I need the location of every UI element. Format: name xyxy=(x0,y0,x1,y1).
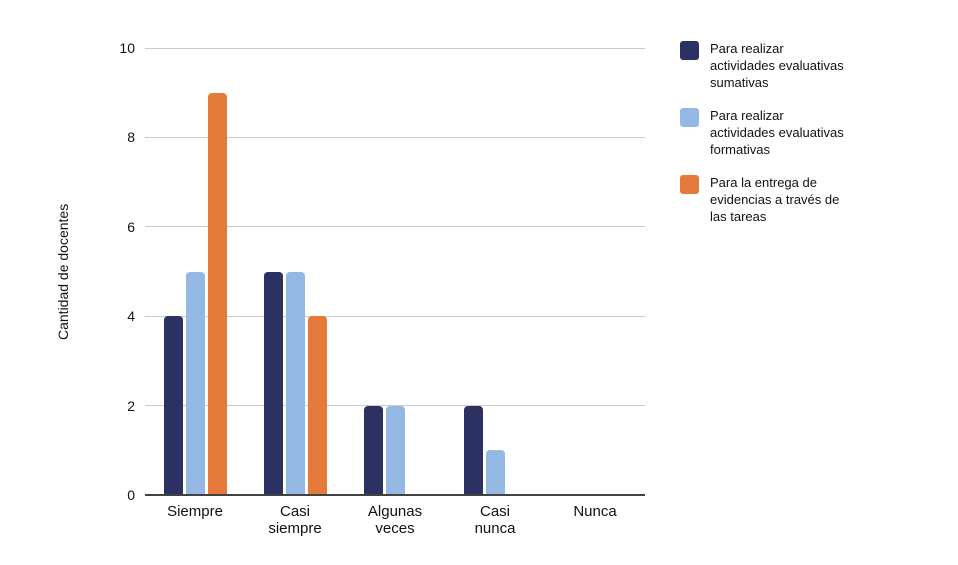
gridline-4 xyxy=(145,315,645,317)
bar-slot xyxy=(185,48,205,495)
legend-swatch xyxy=(680,175,699,194)
gridline-8 xyxy=(145,136,645,138)
bar-slot xyxy=(463,48,483,495)
x-tick-label-text: Casi nunca xyxy=(474,503,516,537)
bar xyxy=(285,271,305,495)
bar-slot xyxy=(408,48,427,495)
plot-area xyxy=(145,47,645,496)
y-tick-label-6: 6 xyxy=(127,218,135,235)
bar-slot xyxy=(363,48,383,495)
bar-groups xyxy=(145,48,645,495)
bar-slot xyxy=(263,48,283,495)
y-axis-title: Cantidad de docentes xyxy=(55,203,71,340)
y-tick-label-4: 4 xyxy=(127,308,135,325)
bar xyxy=(163,316,183,495)
x-tick-label-text: Nunca xyxy=(573,503,617,520)
bar-group xyxy=(445,48,545,495)
legend-swatch xyxy=(680,108,699,127)
y-tick-label-0: 0 xyxy=(127,487,135,503)
bar-slot xyxy=(285,48,305,495)
bar xyxy=(207,92,227,495)
legend-label: Para realizar actividades evaluativas suma… xyxy=(710,41,844,90)
x-axis-labels: Siempre Casi siempre Algunas veces Casi nun… xyxy=(145,503,645,537)
legend-swatch xyxy=(680,41,699,60)
y-tick-label-10: 10 xyxy=(119,40,135,56)
x-axis-line xyxy=(145,494,645,496)
x-tick-label-text: Algunas veces xyxy=(367,503,423,537)
x-tick-label: Casi nunca xyxy=(445,503,545,537)
legend-label: Para realizar actividades evaluativas form… xyxy=(710,108,844,157)
x-tick-label-text: Casi siempre xyxy=(268,503,322,537)
bar-slot xyxy=(207,48,227,495)
bar-slot xyxy=(163,48,183,495)
bar-group xyxy=(245,48,345,495)
bar xyxy=(307,316,327,495)
bar-group xyxy=(545,48,645,495)
legend-item: Para la entrega de evidencias a través de… xyxy=(680,174,915,225)
x-tick-label: Casi siempre xyxy=(245,503,345,537)
x-tick-label-text: Siempre xyxy=(167,503,223,520)
bar xyxy=(463,405,483,495)
x-tick-label: Nunca xyxy=(545,503,645,537)
y-tick-label-8: 8 xyxy=(127,129,135,146)
legend: Para realizar actividades evaluativas suma… xyxy=(680,40,915,225)
bar-group xyxy=(145,48,245,495)
bar-slot xyxy=(508,48,527,495)
legend-item: Para realizar actividades evaluativas suma… xyxy=(680,40,915,91)
bar-slot xyxy=(385,48,405,495)
bar-slot xyxy=(564,48,583,495)
legend-item: Para realizar actividades evaluativas form… xyxy=(680,107,915,158)
bar-slot xyxy=(586,48,605,495)
gridline-6 xyxy=(145,226,645,228)
bar-slot xyxy=(307,48,327,495)
bar xyxy=(185,271,205,495)
y-tick-label-2: 2 xyxy=(127,397,135,414)
bar xyxy=(385,405,405,495)
bar xyxy=(263,271,283,495)
y-axis-ticks: 0 2 4 6 8 10 xyxy=(95,40,135,503)
x-tick-label: Siempre xyxy=(145,503,245,537)
x-tick-label: Algunas veces xyxy=(345,503,445,537)
bar xyxy=(485,450,505,495)
legend-label: Para la entrega de evidencias a través de… xyxy=(710,175,840,224)
bar xyxy=(363,405,383,495)
gridline-10 xyxy=(145,47,645,49)
bar-slot xyxy=(485,48,505,495)
bar-group xyxy=(345,48,445,495)
bar-slot xyxy=(608,48,627,495)
